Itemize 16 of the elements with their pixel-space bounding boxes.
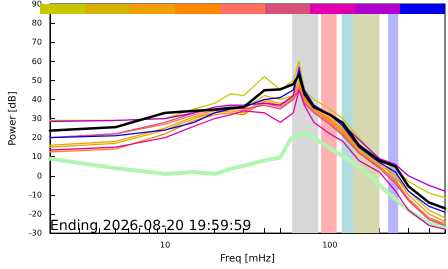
y-tick-label: 10 [32, 152, 42, 162]
y-tick-label: 70 [32, 38, 42, 47]
y-tick-label: 30 [32, 114, 42, 124]
y-axis-title: Power [dB] [8, 91, 18, 146]
y-tick-label: -10 [28, 190, 42, 200]
y-tick-label: 60 [32, 56, 42, 66]
x-axis-title: Freq [mHz] [220, 254, 276, 264]
y-tick-label: 0 [36, 171, 42, 180]
y-tick-label: 80 [32, 18, 42, 28]
y-tick-label: 20 [32, 133, 42, 142]
annotation: Ending 2026-08-20 19:59:59 [50, 218, 252, 234]
y-tick-label: 40 [32, 94, 42, 104]
y-tick-label: -20 [28, 210, 42, 219]
y-tick-label: -30 [28, 228, 42, 238]
y-tick-label: 50 [32, 76, 42, 85]
x-tick-label: 100 [322, 240, 338, 250]
